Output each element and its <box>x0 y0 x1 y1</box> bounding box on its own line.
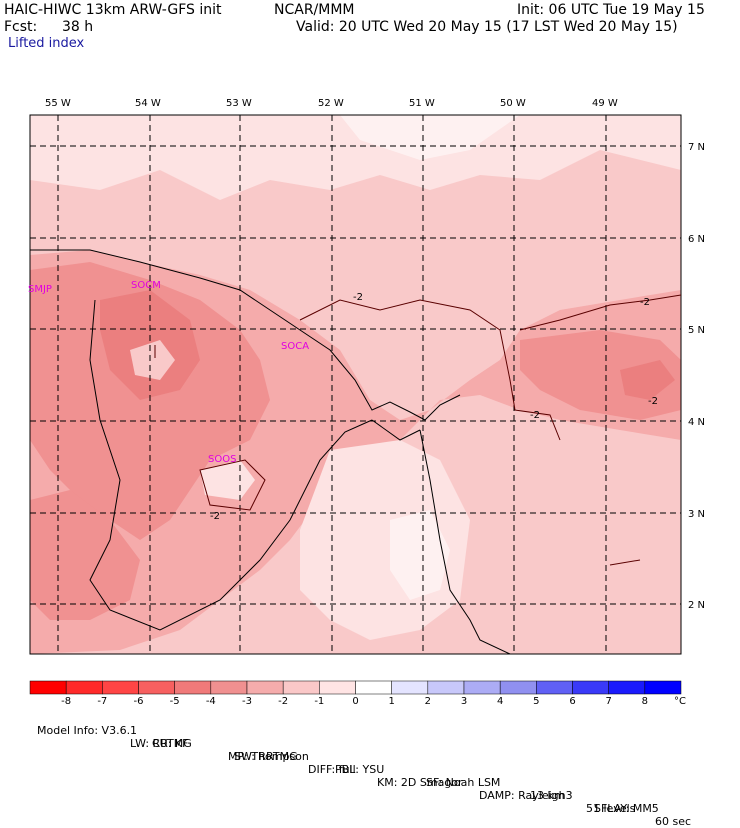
colorbar-swatch <box>391 680 429 695</box>
info-timestep: 60 sec <box>655 815 692 828</box>
init-time: Init: 06 UTC Tue 19 May 15 <box>517 2 705 18</box>
graticule <box>30 115 681 654</box>
colorbar-swatch <box>463 680 501 695</box>
lat-label: 4 N <box>688 417 705 428</box>
info-km: KM: 2D Smagor <box>377 776 463 789</box>
lon-label: 53 W <box>226 98 252 109</box>
colorbar-swatch <box>138 680 175 695</box>
colorbar-swatch <box>427 680 465 695</box>
station-soca: SOCA <box>281 341 309 352</box>
colorbar-tick-label: -5 <box>170 696 180 707</box>
contour-value-labels: -2 -2 -2 -2 -2 <box>210 292 658 522</box>
lon-label: 50 W <box>500 98 526 109</box>
station-smjp: SMJP <box>28 284 52 295</box>
colorbar-swatch <box>319 680 356 695</box>
colorbar-swatch <box>174 680 212 695</box>
model-info-line2: LW: RRTMG SW: RRTMG DIFF: full KM: 2D Sm… <box>123 724 659 815</box>
colorbar-swatch <box>608 680 646 695</box>
model-info-line1: Model Info: V3.6.1 CU: KF MP: Thompson P… <box>30 711 691 828</box>
colorbar-tick-label: 7 <box>605 696 611 707</box>
colorbar-swatch <box>246 680 284 695</box>
lat-label: 2 N <box>688 600 705 611</box>
colorbar-tick-label: -2 <box>278 696 288 707</box>
model-title: HAIC-HIWC 13km ARW-GFS init <box>4 2 222 18</box>
forecast-label: Fcst: <box>4 19 38 35</box>
colorbar-swatch <box>644 680 682 695</box>
latitude-labels: 7 N 6 N 5 N 4 N 3 N 2 N <box>688 142 705 611</box>
colorbar-tick-label: 8 <box>642 696 648 707</box>
station-soos: SOOS <box>208 454 236 465</box>
contour-label: -2 <box>640 297 650 308</box>
info-lw: LW: RRTMG <box>130 737 192 750</box>
colorbar-tick-label: 4 <box>497 696 503 707</box>
colorbar-tick-label: -4 <box>206 696 216 707</box>
colorbar-swatch <box>29 680 67 695</box>
contour-lines <box>154 294 682 566</box>
colorbar-swatch <box>210 680 248 695</box>
lon-label: 54 W <box>135 98 161 109</box>
colorbar-swatch <box>572 680 609 695</box>
shaded-field <box>30 115 681 654</box>
lat-label: 3 N <box>688 509 705 520</box>
lon-label: 55 W <box>45 98 71 109</box>
colorbar-swatch <box>499 680 537 695</box>
info-version: Model Info: V3.6.1 <box>37 724 138 737</box>
colorbar-swatch <box>536 680 573 695</box>
colorbar-tick-label: 5 <box>533 696 539 707</box>
contour-label: -2 <box>353 292 363 303</box>
colorbar-tick-label: 6 <box>569 696 575 707</box>
colorbar-tick-label: 2 <box>425 696 431 707</box>
lon-label: 51 W <box>409 98 435 109</box>
plot-frame <box>29 114 682 655</box>
lat-label: 5 N <box>688 325 705 336</box>
lifted-index-map: 55 W 54 W 53 W 52 W 51 W 50 W 49 W 7 N 6… <box>28 98 705 707</box>
info-diff: DIFF: full <box>308 763 356 776</box>
lat-label: 7 N <box>688 142 705 153</box>
contour-label: -2 <box>530 410 540 421</box>
longitude-labels: 55 W 54 W 53 W 52 W 51 W 50 W 49 W <box>45 98 618 109</box>
colorbar-tick-label: -8 <box>61 696 71 707</box>
coastline-borders <box>30 249 511 655</box>
color-bar: -8 -7 -6 -5 -4 -3 -2 -1 0 1 2 3 4 5 6 7 8 <box>29 680 682 707</box>
colorbar-tick-label: 0 <box>352 696 358 707</box>
valid-time: Valid: 20 UTC Wed 20 May 15 (17 LST Wed … <box>296 19 678 35</box>
field-name: Lifted index <box>8 36 85 51</box>
colorbar-tick-label: -6 <box>134 696 144 707</box>
info-sflay: SFLAY: MM5 <box>594 802 659 815</box>
colorbar-tick-label: -7 <box>97 696 107 707</box>
station-labels: SMJP SOCM SOCA SOOS <box>28 280 309 465</box>
lon-label: 49 W <box>592 98 618 109</box>
colorbar-tick-label: -3 <box>242 696 252 707</box>
colorbar-swatch <box>65 680 103 695</box>
contour-label: -2 <box>210 511 220 522</box>
colorbar-unit: °C <box>674 696 686 707</box>
lat-label: 6 N <box>688 234 705 245</box>
forecast-hour: 38 h <box>62 19 94 35</box>
center-title: NCAR/MMM <box>274 2 355 18</box>
colorbar-swatch <box>102 680 139 695</box>
contour-label: -2 <box>648 396 658 407</box>
colorbar-swatch <box>355 680 392 695</box>
lon-label: 52 W <box>318 98 344 109</box>
colorbar-swatch <box>282 680 320 695</box>
colorbar-tick-label: 3 <box>461 696 467 707</box>
colorbar-tick-label: -1 <box>314 696 324 707</box>
info-sw: SW: RRTMG <box>234 750 298 763</box>
info-damp: DAMP: Rayleigh3 <box>479 789 573 802</box>
colorbar-tick-label: 1 <box>388 696 394 707</box>
station-socm: SOCM <box>131 280 161 291</box>
